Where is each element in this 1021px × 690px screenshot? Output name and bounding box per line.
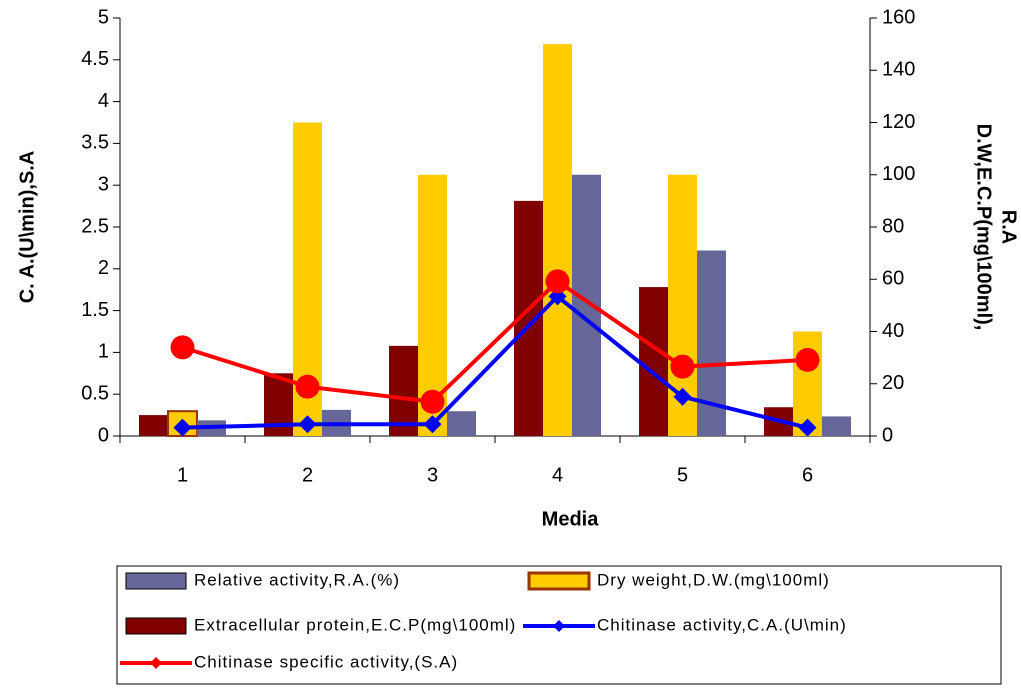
y2-tick-label: 140	[882, 59, 915, 81]
marker	[673, 387, 692, 406]
y-tick-label: 1	[98, 341, 109, 363]
y2-tick-label: 160	[882, 6, 915, 28]
marker	[295, 374, 320, 399]
bar	[639, 287, 668, 436]
bar	[572, 174, 601, 436]
legend-swatch	[125, 617, 187, 635]
marker	[423, 415, 442, 434]
y-tick-label: 4.5	[81, 48, 109, 70]
y2-tick-label: 0	[882, 424, 893, 446]
marker	[795, 347, 820, 372]
legend-marker	[553, 620, 565, 632]
legend-label: Chitinase specific activity,(S.A)	[194, 652, 458, 671]
marker	[670, 354, 695, 379]
y-tick-label: 0.5	[81, 382, 109, 404]
y-tick-label: 2.5	[81, 215, 109, 237]
marker	[545, 269, 570, 294]
y2-tick-label: 120	[882, 111, 915, 133]
x-axis-title: Media	[542, 508, 600, 530]
y-axis-title: C. A.(U\min),S.A	[16, 151, 38, 304]
x-tick-label: 4	[552, 464, 563, 486]
line	[181, 278, 808, 404]
bar	[822, 416, 851, 436]
legend-label: Extracellular protein,E.C.P(mg\100ml)	[194, 615, 516, 634]
y-tick-label: 4	[98, 90, 109, 112]
y2-axis-title: R.A	[998, 210, 1020, 244]
x-tick-label: 3	[427, 464, 438, 486]
x-tick-label: 5	[677, 464, 688, 486]
y2-tick-label: 40	[882, 320, 904, 342]
legend-label: Dry weight,D.W.(mg\100ml)	[597, 570, 830, 589]
y2-tick-label: 80	[882, 215, 904, 237]
bar	[139, 415, 168, 436]
legend-swatch	[527, 571, 591, 591]
bar	[543, 44, 572, 436]
marker	[173, 418, 192, 437]
y-tick-label: 5	[98, 6, 109, 28]
x-tick-label: 1	[177, 464, 188, 486]
marker	[420, 389, 445, 414]
legend-marker	[150, 657, 162, 669]
marker	[170, 335, 195, 360]
x-tick-label: 2	[302, 464, 313, 486]
x-tick-label: 6	[802, 464, 813, 486]
y-tick-label: 0	[98, 424, 109, 446]
marker	[798, 418, 817, 437]
y-tick-label: 3	[98, 173, 109, 195]
y-tick-label: 1.5	[81, 299, 109, 321]
y2-axis-title: D.W,E.C.P(mg\100ml),	[973, 124, 995, 331]
line	[182, 293, 808, 430]
legend-label: Chitinase activity,C.A.(U\min)	[597, 615, 847, 634]
y-tick-label: 3.5	[81, 132, 109, 154]
y2-tick-label: 20	[882, 372, 904, 394]
marker	[298, 415, 317, 434]
legend-label: Relative activity,R.A.(%)	[194, 570, 400, 589]
y2-tick-label: 60	[882, 268, 904, 290]
bar	[389, 345, 418, 436]
y-tick-label: 2	[98, 257, 109, 279]
legend-swatch	[125, 572, 187, 590]
y2-tick-label: 100	[882, 163, 915, 185]
bar	[447, 411, 476, 436]
